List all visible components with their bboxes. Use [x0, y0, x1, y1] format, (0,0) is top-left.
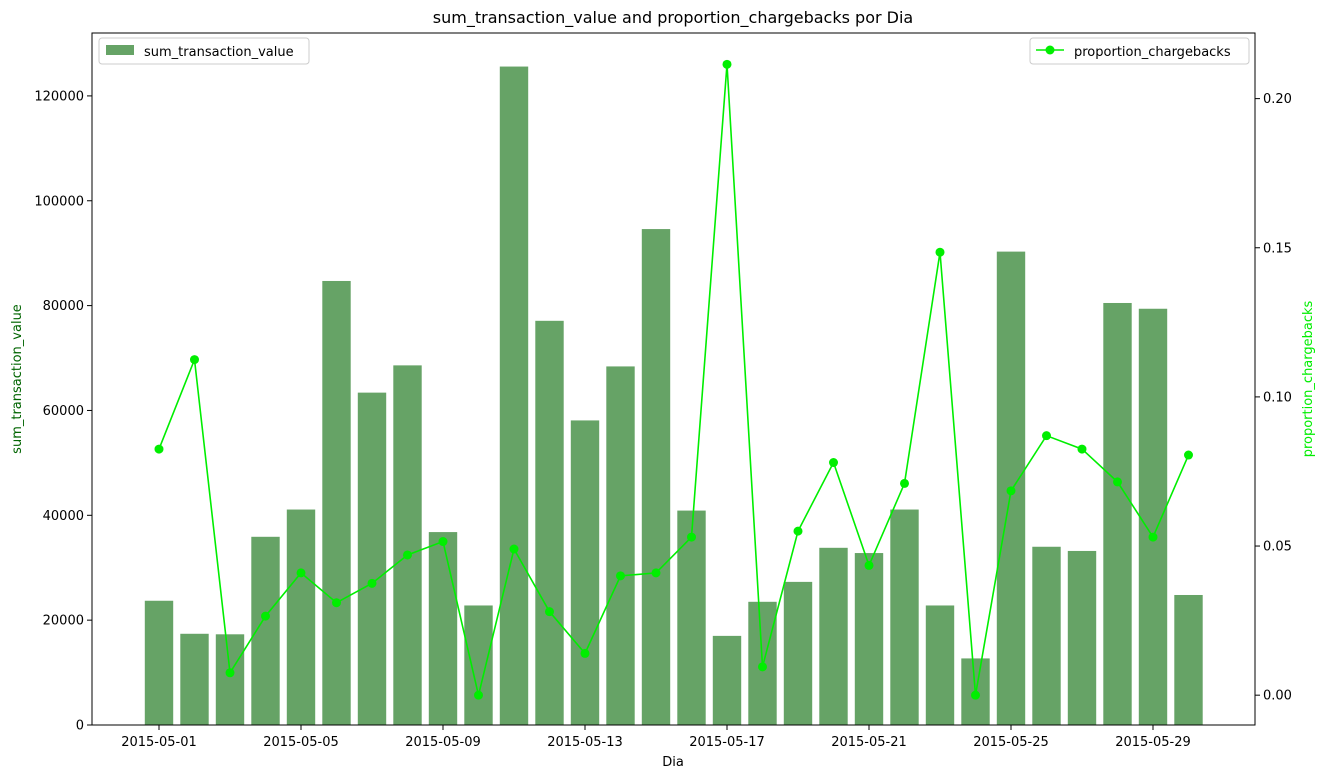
legend-frame: [1029, 37, 1250, 65]
line-point: [1113, 477, 1122, 487]
x-tick-label: 2015-05-25: [973, 735, 1049, 750]
line-point: [545, 607, 554, 617]
line-point: [864, 560, 874, 570]
line-point: [1042, 431, 1051, 441]
line-point: [367, 578, 377, 588]
line-point: [793, 526, 803, 536]
line-point: [296, 568, 306, 578]
bar: [712, 635, 742, 725]
y-right-tick-label: 0.10: [1263, 390, 1292, 405]
y-axis-label-right: proportion_chargebacks: [1301, 300, 1316, 457]
legend-bar-swatch: [106, 45, 134, 55]
bar: [1032, 546, 1061, 725]
x-tick-label: 2015-05-21: [831, 735, 907, 750]
y-left-tick-label: 120000: [34, 89, 84, 104]
bar: [499, 66, 529, 725]
line-point: [225, 668, 235, 678]
bar: [819, 547, 848, 725]
line-point: [332, 598, 341, 608]
x-tick-label: 2015-05-29: [1115, 735, 1191, 750]
y-axis-right: 0.00 0.05 0.10 0.15 0.20: [1255, 92, 1292, 704]
line-point: [900, 478, 909, 488]
line-point: [722, 59, 732, 69]
line-point: [509, 544, 519, 554]
x-tick-label: 2015-05-05: [263, 735, 339, 750]
line-series: [154, 59, 1193, 700]
line-point: [438, 537, 448, 547]
bar: [783, 581, 813, 725]
bar: [570, 420, 600, 725]
bar: [854, 553, 884, 725]
y-right-tick-label: 0.20: [1263, 92, 1292, 107]
line-point: [1148, 532, 1158, 542]
bar: [1103, 302, 1132, 725]
line-point: [651, 568, 661, 578]
bar: [677, 510, 706, 725]
bar: [180, 633, 209, 725]
bar: [535, 320, 564, 725]
legend-frame: [98, 37, 310, 65]
x-tick-label: 2015-05-17: [689, 735, 765, 750]
y-axis-label-left: sum_transaction_value: [10, 304, 25, 454]
line-path: [158, 64, 1190, 696]
y-right-tick-label: 0.00: [1263, 689, 1292, 704]
bar-series: [144, 66, 1203, 726]
line-point: [261, 611, 270, 621]
line-point: [190, 355, 199, 365]
bar: [925, 605, 955, 725]
x-tick-label: 2015-05-09: [405, 735, 481, 750]
bar: [215, 634, 245, 725]
y-left-tick-label: 40000: [43, 509, 84, 524]
bar: [357, 392, 387, 725]
line-point: [687, 532, 696, 542]
line-point: [474, 690, 483, 700]
legend-bars: sum_transaction_value: [98, 37, 310, 65]
bar: [606, 366, 635, 725]
bar: [286, 509, 316, 725]
bar: [641, 229, 671, 726]
bar: [1067, 550, 1097, 725]
bar: [464, 605, 493, 725]
bar: [393, 365, 422, 725]
line-point: [758, 662, 767, 672]
bar: [890, 509, 919, 725]
y-right-tick-label: 0.05: [1263, 540, 1292, 555]
legend-bar-label: sum_transaction_value: [144, 45, 294, 60]
x-axis: 2015-05-01 2015-05-05 2015-05-09 2015-05-13…: [121, 725, 1191, 750]
legend-line-label: proportion_chargebacks: [1074, 45, 1231, 60]
line-point: [580, 648, 590, 658]
legend-line-marker: [1045, 45, 1055, 55]
x-tick-label: 2015-05-13: [547, 735, 623, 750]
y-left-tick-label: 0: [76, 719, 84, 734]
y-left-tick-label: 80000: [43, 299, 84, 314]
line-point: [829, 458, 838, 468]
line-point: [1184, 450, 1193, 460]
y-left-tick-label: 100000: [34, 194, 84, 209]
y-axis-left: 0 20000 40000 60000 80000 100000 120000: [34, 89, 92, 734]
plot-frame: [91, 32, 1256, 726]
chart-title: sum_transaction_value and proportion_cha…: [433, 8, 913, 28]
bar: [1174, 594, 1203, 725]
line-point: [616, 571, 625, 581]
x-axis-label: Dia: [662, 755, 684, 770]
bar: [322, 280, 351, 725]
y-left-tick-label: 60000: [43, 404, 84, 419]
line-point: [154, 444, 164, 454]
line-point: [403, 550, 412, 560]
y-right-tick-label: 0.15: [1263, 241, 1292, 256]
line-point: [1006, 486, 1016, 496]
bar: [1138, 308, 1168, 725]
y-left-tick-label: 20000: [43, 614, 84, 629]
line-point: [971, 690, 980, 700]
bar: [428, 532, 458, 725]
line-point: [935, 247, 945, 257]
x-tick-label: 2015-05-01: [121, 735, 197, 750]
line-point: [1077, 444, 1087, 454]
bar: [144, 600, 174, 725]
legend-line: proportion_chargebacks: [1029, 37, 1250, 65]
